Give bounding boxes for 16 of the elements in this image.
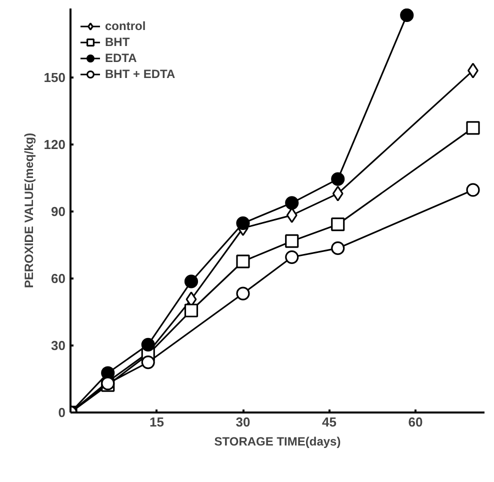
y-tick-label: 120 bbox=[44, 137, 66, 152]
x-tick-label: 15 bbox=[150, 414, 164, 430]
y-tick-label: 90 bbox=[51, 204, 66, 220]
x-tick-label: 30 bbox=[236, 414, 250, 430]
legend-label: BHT bbox=[105, 35, 130, 49]
y-tick-label: 150 bbox=[44, 70, 66, 86]
x-tick-label: 45 bbox=[322, 414, 336, 430]
x-tick-label: 60 bbox=[408, 414, 423, 430]
y-axis-title: PEROXIDE VALUE(meq/kg) bbox=[22, 132, 36, 288]
x-axis-title: STORAGE TIME(days) bbox=[214, 434, 341, 448]
y-tick-label: 60 bbox=[51, 271, 66, 286]
legend-label: EDTA bbox=[105, 51, 137, 65]
y-tick-label: 30 bbox=[51, 338, 66, 354]
legend-label: control bbox=[105, 19, 146, 33]
y-tick-label: 0 bbox=[58, 405, 66, 420]
legend-label: BHT + EDTA bbox=[105, 67, 176, 81]
